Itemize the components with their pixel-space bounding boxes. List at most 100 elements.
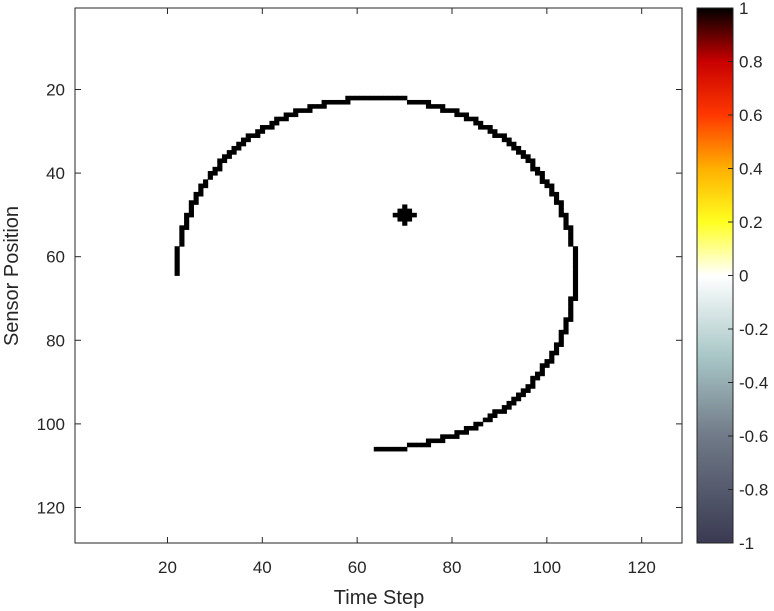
heatmap-cell	[406, 216, 413, 222]
heatmap-cell	[184, 212, 190, 218]
heatmap-cell	[487, 417, 493, 423]
heatmap-cell	[492, 133, 498, 138]
heatmap-cell	[174, 258, 180, 264]
heatmap-cell	[520, 154, 526, 159]
heatmap-cell	[492, 129, 498, 134]
heatmap-cell	[392, 95, 398, 101]
heatmap-cell	[179, 237, 185, 243]
heatmap-cell	[530, 384, 536, 389]
heatmap-cell	[511, 141, 517, 147]
heatmap-cell	[454, 430, 460, 435]
heatmap-cell	[563, 321, 569, 327]
heatmap-cell	[511, 396, 517, 402]
heatmap-cell	[558, 200, 564, 205]
heatmap-cell	[430, 104, 436, 109]
heatmap-cell	[558, 212, 564, 218]
heatmap-cell	[473, 120, 479, 126]
heatmap-cell	[435, 104, 441, 109]
heatmap-cell	[558, 329, 564, 335]
heatmap-cell	[459, 112, 465, 118]
heatmap-cell	[207, 171, 213, 176]
heatmap-cell	[274, 120, 280, 126]
heatmap-cell	[188, 204, 194, 210]
heatmap-cell	[217, 162, 223, 168]
heatmap-cell	[525, 154, 531, 159]
heatmap-cell	[222, 154, 228, 159]
heatmap-cell	[440, 434, 446, 439]
heatmap-cell	[530, 379, 536, 385]
heatmap-cell	[402, 208, 408, 214]
heatmap-cell	[534, 375, 541, 381]
heatmap-cell	[463, 112, 470, 118]
heatmap-cell	[416, 442, 422, 448]
heatmap-cell	[293, 108, 299, 113]
heatmap-cell	[468, 116, 474, 122]
y-axis-label: Sensor Position	[1, 206, 23, 346]
y-tick-label: 60	[46, 248, 65, 267]
heatmap-cell	[563, 225, 569, 230]
heatmap-cell	[516, 396, 522, 402]
heatmap-cell	[568, 317, 574, 322]
heatmap-cell	[544, 363, 550, 368]
heatmap-cell	[212, 171, 218, 176]
heatmap-cell	[274, 116, 280, 122]
heatmap-cell	[378, 446, 384, 452]
heatmap-cell	[563, 317, 569, 322]
heatmap-cell	[568, 225, 574, 230]
heatmap-cell	[492, 413, 498, 419]
heatmap-cell	[563, 325, 569, 331]
colorbar-tick-label: 0.6	[739, 106, 763, 125]
heatmap-cell	[572, 283, 579, 289]
heatmap-cell	[198, 183, 204, 189]
heatmap-cell	[179, 242, 185, 247]
heatmap-cell	[425, 99, 432, 105]
colorbar-tick-label: -1	[739, 534, 754, 553]
heatmap-cell	[478, 125, 484, 130]
heatmap-cell	[383, 95, 389, 101]
heatmap-cell	[425, 442, 432, 448]
heatmap-cell	[402, 95, 408, 101]
heatmap-cell	[487, 129, 493, 134]
heatmap-cell	[473, 425, 479, 431]
y-tick-label: 80	[46, 331, 65, 350]
heatmap-cell	[440, 438, 446, 444]
heatmap-cell	[558, 208, 564, 214]
heatmap-cell	[501, 137, 507, 143]
heatmap-cell	[364, 95, 370, 101]
heatmap-cell	[373, 95, 379, 101]
heatmap-cell	[549, 359, 555, 364]
y-tick-label: 40	[46, 164, 65, 183]
heatmap-cell	[468, 425, 474, 431]
heatmap-cell	[402, 446, 408, 452]
heatmap-cell	[359, 95, 365, 101]
heatmap-cell	[402, 204, 408, 210]
heatmap-cell	[397, 216, 403, 222]
heatmap-cell	[345, 99, 351, 105]
heatmap-cell	[236, 145, 242, 151]
heatmap-cell	[549, 187, 555, 193]
heatmap-cell	[411, 442, 417, 448]
heatmap-cell	[506, 405, 512, 410]
heatmap-cell	[207, 175, 213, 180]
heatmap-cell	[511, 400, 517, 406]
heatmap-cell	[297, 108, 304, 113]
heatmap-cell	[449, 434, 455, 439]
heatmap-cell	[203, 183, 209, 189]
heatmap-cell	[312, 104, 318, 109]
heatmap-cell	[525, 158, 531, 164]
heatmap-cell	[222, 158, 228, 164]
heatmap-cell	[269, 120, 275, 126]
colorbar-tick-label: -0.2	[739, 320, 768, 339]
heatmap-cell	[454, 434, 460, 439]
heatmap-cell	[421, 442, 427, 448]
x-tick-label: 100	[533, 558, 561, 577]
heatmap-cell	[568, 242, 574, 247]
y-axis: 20 40 60 80 100 120	[37, 81, 682, 517]
colorbar-gradient	[697, 8, 733, 543]
heatmap-cell	[568, 313, 574, 318]
heatmap-cell	[558, 342, 564, 347]
heatmap-cell	[482, 125, 488, 130]
heatmap-cell	[539, 171, 545, 176]
heatmap-cell	[558, 204, 564, 210]
heatmap-cell	[440, 108, 446, 113]
